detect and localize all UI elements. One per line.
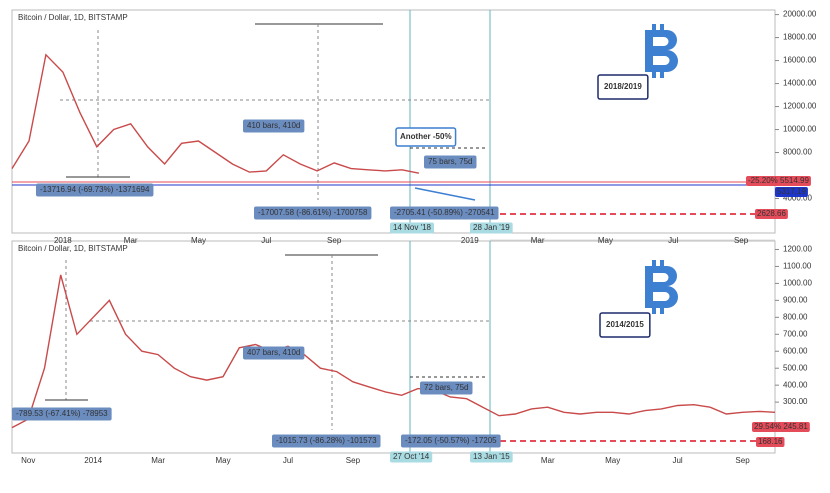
x-tick-label: Nov: [21, 456, 35, 465]
x-tick-label: 2014: [84, 456, 102, 465]
annotation-box: [755, 209, 788, 219]
annotation: 29.54% 245.81: [754, 422, 808, 431]
x-tick-label: 2019: [461, 236, 479, 245]
annotation-box: [36, 183, 154, 197]
y-tick-label: 400.00: [783, 380, 808, 389]
annotation: 2018/2019: [604, 82, 642, 91]
annotation: -789.53 (-67.41%) -78953: [16, 409, 108, 418]
annotation-box: [752, 422, 810, 432]
y-tick-label: 4000.00: [783, 194, 812, 203]
annotation-box: [395, 127, 457, 147]
annotation-box: [775, 187, 808, 197]
annotation-box: [599, 312, 651, 338]
chart-title: Bitcoin / Dollar, 1D, BITSTAMP: [18, 13, 128, 22]
annotation: 27 Oct '14: [393, 452, 430, 461]
y-tick-label: 20000.00: [783, 10, 817, 19]
annotation: 407 bars, 410d: [247, 348, 300, 357]
x-tick-label: Jul: [283, 456, 293, 465]
y-tick-label: 10000.00: [783, 125, 817, 134]
y-tick-label: 14000.00: [783, 79, 817, 88]
annotation-box: [470, 222, 513, 234]
price-line: [11, 274, 776, 429]
annotation: -17007.58 (-86.61%) -1700758: [258, 208, 368, 217]
x-tick-label: Sep: [735, 456, 750, 465]
annotation: 2014/2015: [606, 320, 644, 329]
annotation-box: [424, 155, 477, 169]
annotation: 14 Nov '18: [393, 223, 432, 232]
annotation-box: [243, 119, 305, 133]
x-tick-label: Mar: [541, 456, 555, 465]
annotation-box: [401, 434, 501, 448]
annotation: Another -50%: [400, 132, 452, 141]
x-tick-label: Sep: [327, 236, 342, 245]
annotation-box: [390, 206, 499, 220]
annotation-box: [470, 451, 513, 463]
price-line: [11, 53, 420, 174]
bitcoin-logo: [645, 24, 678, 78]
annotation: -13716.94 (-69.73%) -1371694: [40, 185, 150, 194]
y-tick-label: 600.00: [783, 346, 808, 355]
annotation: 5317.19: [777, 187, 806, 196]
y-tick-label: 1000.00: [783, 279, 812, 288]
y-tick-label: 900.00: [783, 295, 808, 304]
x-tick-label: May: [191, 236, 206, 245]
annotation-box: [390, 222, 434, 234]
chart-title: Bitcoin / Dollar, 1D, BITSTAMP: [18, 244, 128, 253]
annotation-box: [756, 437, 785, 447]
annotation: 410 bars, 410d: [247, 121, 300, 130]
annotation-box: [746, 176, 811, 186]
y-tick-label: 16000.00: [783, 56, 817, 65]
annotation-box: [390, 451, 433, 463]
y-tick-label: 700.00: [783, 329, 808, 338]
y-tick-label: 8000.00: [783, 148, 812, 157]
y-tick-label: 300.00: [783, 397, 808, 406]
annotation: 28 Jan '19: [473, 223, 510, 232]
annotation: -2705.41 (-50.89%) -270541: [394, 208, 495, 217]
annotation: 168.16: [758, 437, 783, 446]
y-tick-label: 1100.00: [783, 262, 812, 271]
annotation: 72 bars, 75d: [424, 383, 468, 392]
annotation: -1015.73 (-86.28%) -101573: [276, 436, 377, 445]
x-tick-label: May: [215, 456, 230, 465]
y-tick-label: 1200.00: [783, 245, 812, 254]
x-tick-label: May: [605, 456, 620, 465]
x-tick-label: Sep: [734, 236, 749, 245]
arrow: [414, 187, 476, 201]
annotation-box: [420, 381, 473, 395]
x-tick-label: Mar: [531, 236, 545, 245]
annotation: 2628.66: [757, 209, 786, 218]
annotation: 75 bars, 75d: [428, 157, 472, 166]
drawing-lines: [12, 10, 775, 453]
y-tick-label: 12000.00: [783, 102, 817, 111]
x-tick-label: 2018: [54, 236, 72, 245]
annotation-box: [12, 407, 112, 421]
x-tick-label: Jul: [261, 236, 271, 245]
x-tick-label: Mar: [124, 236, 138, 245]
annotation-box: [243, 346, 305, 360]
x-tick-label: Mar: [151, 456, 165, 465]
bitcoin-logo: [645, 260, 678, 314]
y-tick-label: 18000.00: [783, 33, 817, 42]
x-tick-label: May: [598, 236, 613, 245]
x-tick-label: Jul: [668, 236, 678, 245]
annotation-box: [597, 74, 649, 100]
annotation: -25.20% 5514.99: [748, 176, 809, 185]
annotation: -172.05 (-50.57%) -17205: [405, 436, 497, 445]
annotation-box: [254, 206, 372, 220]
x-tick-label: Sep: [346, 456, 361, 465]
x-tick-label: Jul: [672, 456, 682, 465]
annotation-box: [272, 434, 381, 448]
annotation: 13 Jan '15: [473, 452, 510, 461]
y-tick-label: 500.00: [783, 363, 808, 372]
y-tick-label: 800.00: [783, 312, 808, 321]
